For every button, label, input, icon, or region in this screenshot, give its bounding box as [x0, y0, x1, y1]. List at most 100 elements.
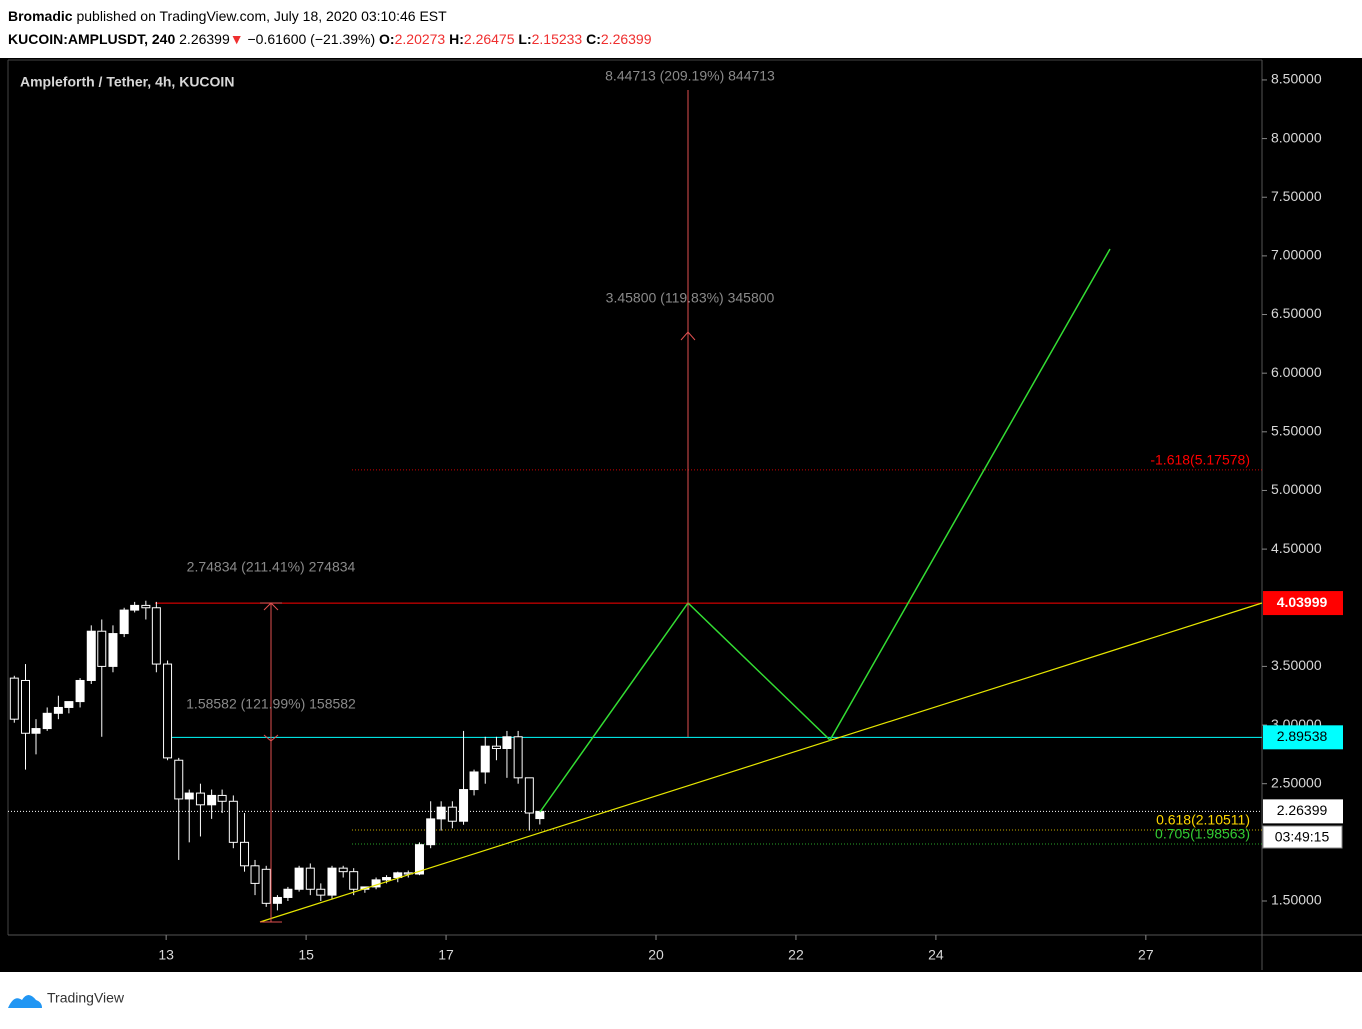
- price-box-label: 4.03999: [1277, 594, 1328, 610]
- candle-body: [42, 712, 52, 730]
- candle-body: [75, 679, 85, 703]
- candle-body: [20, 679, 30, 734]
- l-label: L:: [518, 31, 531, 47]
- chart-title: Ampleforth / Tether, 4h, KUCOIN: [20, 74, 234, 90]
- trend-line: [259, 602, 1263, 923]
- chart-background: [0, 58, 1362, 972]
- header-line2: KUCOIN:AMPLUSDT, 240 2.26399▼ −0.61600 (…: [8, 31, 652, 47]
- h-label: H:: [449, 31, 464, 47]
- arrow: ▼: [230, 31, 244, 47]
- y-tick-label: 6.50000: [1271, 305, 1322, 321]
- candle-body: [151, 607, 161, 665]
- y-tick-label: 1.50000: [1271, 892, 1322, 908]
- candle-body: [207, 794, 217, 806]
- candle-body: [272, 896, 282, 904]
- measure-arrow: [263, 602, 279, 611]
- measure-label: 3.45800 (119.83%) 345800: [606, 290, 775, 306]
- projection-path: [539, 248, 1111, 813]
- candle-body: [174, 759, 184, 800]
- o-label: O:: [379, 31, 395, 47]
- price-box-label: 2.26399: [1277, 802, 1328, 818]
- candle-body: [240, 841, 250, 867]
- measure-label: 2.74834 (211.41%) 274834: [187, 559, 356, 575]
- candle-body: [97, 630, 107, 667]
- y-tick-label: 3.50000: [1271, 657, 1322, 673]
- candle-body: [513, 736, 523, 779]
- symbol: KUCOIN:AMPLUSDT, 240: [8, 31, 175, 47]
- price: 2.26399: [179, 31, 230, 47]
- candle-body: [447, 806, 457, 822]
- measure-arrow: [680, 331, 696, 341]
- candle-body: [338, 867, 348, 873]
- c-label: C:: [586, 31, 601, 47]
- y-tick-label: 5.50000: [1271, 423, 1322, 439]
- change: −0.61600 (−21.39%): [248, 31, 376, 47]
- price-box: [1263, 725, 1343, 750]
- y-tick-label: 7.50000: [1271, 188, 1322, 204]
- candle-body: [163, 663, 173, 759]
- candle-body: [64, 701, 74, 708]
- header-line1: Bromadic published on TradingView.com, J…: [8, 8, 447, 24]
- h-value: 2.26475: [464, 31, 515, 47]
- x-tick-label: 13: [158, 947, 174, 963]
- measure-label: 8.44713 (209.19%) 844713: [605, 68, 775, 84]
- candle-body: [349, 871, 359, 890]
- price-box-label: 2.89538: [1277, 728, 1328, 744]
- candle-body: [459, 789, 469, 822]
- l-value: 2.15233: [532, 31, 583, 47]
- y-tick-label: 7.00000: [1271, 247, 1322, 263]
- fib-label: -1.618(5.17578): [1150, 452, 1250, 468]
- candle-body: [261, 868, 271, 904]
- y-tick-label: 8.00000: [1271, 129, 1322, 145]
- candle-body: [426, 818, 436, 846]
- candle-body: [86, 630, 96, 681]
- candle-body: [119, 609, 129, 635]
- candle-body: [250, 865, 260, 884]
- candle-body: [53, 706, 63, 714]
- drawings: [259, 90, 1263, 923]
- price-box: [1263, 799, 1343, 824]
- y-tick-label: 6.00000: [1271, 364, 1322, 380]
- candle-body: [305, 867, 315, 890]
- candle-body: [436, 806, 446, 820]
- x-tick-label: 15: [298, 947, 314, 963]
- publisher: Bromadic: [8, 8, 73, 24]
- y-tick-label: 5.00000: [1271, 481, 1322, 497]
- x-tick-label: 22: [788, 947, 804, 963]
- fib-label: 0.618(2.10511): [1156, 812, 1250, 828]
- fib-label: 0.705(1.98563): [1155, 826, 1250, 842]
- x-tick-label: 20: [648, 947, 664, 963]
- axes: 1.500002.500003.000003.500004.500005.000…: [158, 71, 1343, 963]
- candle-body: [535, 810, 545, 820]
- c-value: 2.26399: [601, 31, 652, 47]
- candle-body: [524, 777, 534, 814]
- x-tick-label: 24: [928, 947, 944, 963]
- price-box: [1263, 591, 1343, 616]
- measure-label: 1.58582 (121.99%) 158582: [186, 696, 356, 712]
- countdown-box: [1262, 825, 1343, 849]
- countdown: 03:49:15: [1275, 829, 1330, 845]
- candle-body: [195, 792, 205, 806]
- candle-body: [327, 867, 337, 896]
- candle-body: [382, 877, 392, 881]
- candle-body: [294, 867, 304, 890]
- measure-arrow: [263, 734, 279, 742]
- logo-icon: [8, 995, 42, 1008]
- candle-body: [130, 604, 140, 611]
- candle-body: [9, 677, 19, 720]
- candle-body: [469, 771, 479, 791]
- candle-body: [480, 745, 490, 773]
- candle-body: [108, 633, 118, 667]
- candle-body: [228, 800, 238, 843]
- candle-body: [31, 728, 41, 734]
- logo: TradingView: [8, 990, 125, 1008]
- candle-body: [283, 888, 293, 898]
- candle-body: [184, 792, 194, 800]
- candle-body: [141, 604, 151, 609]
- candle-body: [414, 844, 424, 875]
- footer-brand: TradingView: [47, 990, 125, 1006]
- candle-body: [502, 736, 512, 750]
- x-tick-label: 27: [1138, 947, 1154, 963]
